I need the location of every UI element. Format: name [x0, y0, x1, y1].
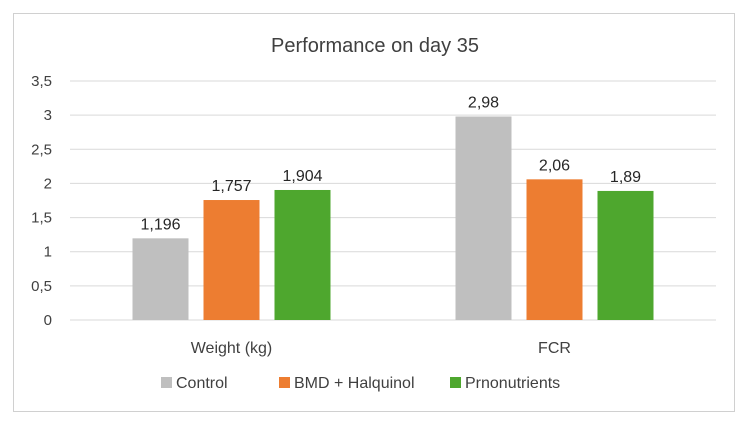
legend-swatch — [161, 377, 172, 388]
legend-label: Control — [176, 375, 228, 392]
x-category-label: Weight (kg) — [191, 340, 273, 357]
bar-control — [132, 238, 189, 320]
y-tick-label: 3,5 — [31, 73, 52, 90]
y-tick-label: 0 — [44, 312, 52, 329]
y-tick-label: 1,5 — [31, 210, 52, 227]
y-tick-label: 3 — [44, 107, 52, 124]
chart-title: Performance on day 35 — [271, 35, 479, 57]
y-tick-label: 1 — [44, 244, 52, 261]
legend-swatch — [279, 377, 290, 388]
bar-bmd-halquinol — [203, 200, 260, 320]
data-label: 2,06 — [539, 157, 570, 174]
y-tick-label: 0,5 — [31, 278, 52, 295]
data-label: 1,904 — [282, 168, 322, 185]
data-label: 1,89 — [610, 169, 641, 186]
y-tick-label: 2,5 — [31, 141, 52, 158]
data-labels: 1,196 1,757 1,904 2,98 2,06 1,89 — [140, 95, 641, 234]
legend-item: BMD + Halquinol — [279, 375, 415, 392]
legend-item: Prnonutrients — [450, 375, 560, 392]
bar-control — [455, 116, 512, 320]
bar-bmd-halquinol — [526, 179, 583, 320]
x-axis-categories: Weight (kg) FCR — [191, 340, 571, 357]
bars — [132, 116, 654, 320]
legend: Control BMD + Halquinol Prnonutrients — [161, 375, 560, 392]
data-label: 1,757 — [211, 178, 251, 195]
x-category-label: FCR — [538, 340, 571, 357]
y-tick-label: 2 — [44, 175, 52, 192]
bar-prnonutrients — [274, 189, 331, 320]
legend-item: Control — [161, 375, 228, 392]
y-axis-ticks: 0 0,5 1 1,5 2 2,5 3 3,5 — [31, 73, 52, 329]
data-label: 2,98 — [468, 95, 499, 112]
legend-label: BMD + Halquinol — [294, 375, 415, 392]
legend-swatch — [450, 377, 461, 388]
legend-label: Prnonutrients — [465, 375, 560, 392]
bar-prnonutrients — [597, 190, 654, 320]
data-label: 1,196 — [140, 216, 180, 233]
